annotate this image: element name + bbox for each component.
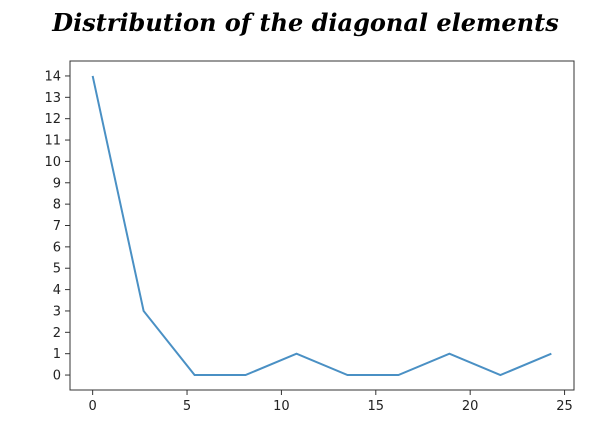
y-tick-label: 1 <box>53 347 61 362</box>
y-tick-label: 8 <box>53 198 61 213</box>
y-tick-label: 4 <box>53 283 61 298</box>
y-tick-label: 5 <box>53 262 61 277</box>
y-tick-label: 3 <box>53 304 61 319</box>
x-tick-label: 25 <box>556 399 573 414</box>
x-tick-label: 10 <box>273 399 290 414</box>
plot-area-frame <box>69 60 575 391</box>
y-tick-label: 9 <box>53 176 61 191</box>
y-tick-label: 6 <box>53 240 61 255</box>
x-tick-label: 5 <box>183 399 191 414</box>
y-tick-label: 11 <box>44 134 61 149</box>
y-tick-label: 10 <box>44 155 61 170</box>
chart-title: Distribution of the diagonal elements <box>52 8 559 37</box>
y-tick-label: 2 <box>53 326 61 341</box>
series-line <box>91 75 552 377</box>
y-tick-label: 0 <box>53 369 61 384</box>
x-tick-label: 0 <box>89 399 97 414</box>
x-tick-label: 15 <box>368 399 385 414</box>
y-tick-label: 7 <box>53 219 61 234</box>
x-axis-ticks: 0 5 10 15 20 25 <box>89 390 573 414</box>
x-tick-label: 20 <box>462 399 479 414</box>
y-tick-label: 14 <box>44 69 61 84</box>
y-tick-label: 12 <box>44 112 61 127</box>
y-tick-label: 13 <box>44 91 61 106</box>
